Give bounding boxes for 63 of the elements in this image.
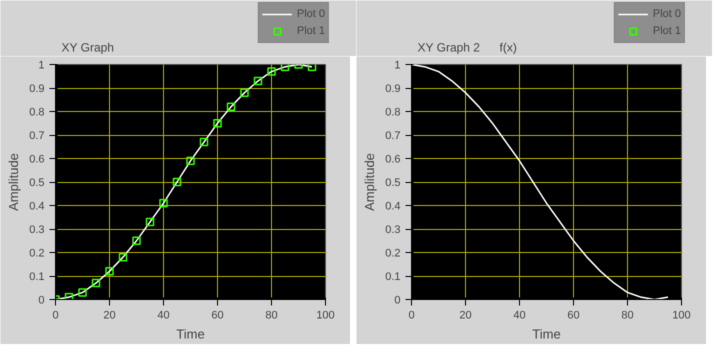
x-tick-label: 0 [52,310,59,322]
point [254,76,262,86]
point [64,292,74,300]
y-tick-label: 0.7 [29,130,45,142]
x-tick-label: 100 [672,310,691,322]
y-axis-title: Amplitude [6,153,22,211]
x-tick-label: 20 [103,310,116,322]
y-tick-label: 0.2 [29,248,45,260]
legend-label: Plot 1 [652,24,681,39]
y-tick-label: 0.8 [29,106,45,118]
point [308,64,316,72]
y-tick-label: 0.7 [385,130,401,142]
x-tick-label: 80 [265,310,278,322]
legend-label: Plot 1 [296,24,325,39]
y-tick-label: 0.3 [385,224,401,236]
y-tick-label: 0 [38,294,45,306]
legend-label: Plot 0 [652,7,681,22]
point [280,64,290,72]
point [118,252,128,262]
point [159,198,168,208]
x-tick-label: 20 [459,310,472,322]
point [172,178,182,186]
x-tick-label: 0 [408,310,415,322]
point [186,156,195,166]
y-tick-label: 0.8 [385,106,401,118]
y-tick-label: 0.1 [385,271,401,283]
y-tick-label: 0.9 [385,83,401,95]
x-tick-label: 60 [567,310,580,322]
point [267,67,276,76]
chart-title: XY Graph [62,40,114,54]
text: f(x) [500,40,517,54]
point [200,138,208,146]
point [226,102,236,112]
x-tick-label: 40 [157,310,170,322]
y-tick-label: 0.9 [29,83,45,95]
point [78,288,87,297]
point [92,278,100,288]
y-tick-label: 0.4 [385,200,401,212]
y-tick-label: 0.4 [29,200,45,212]
y-tick-label: 0.2 [385,248,401,260]
y-tick-label: 0 [394,294,401,306]
y-tick-label: 0.6 [385,154,401,166]
y-tick-label: 0.6 [29,154,45,166]
legend-label: Plot 0 [296,7,325,22]
point [213,119,222,128]
x-tick-label: 80 [621,310,634,322]
y-tick-label: 1 [38,60,45,72]
point [105,267,114,276]
x-tick-label: 60 [211,310,224,322]
y-tick-label: 0.5 [385,177,401,189]
point [132,236,141,245]
x-tick-label: 100 [316,310,335,322]
x-axis-title: Time [532,326,561,342]
y-tick-label: 0.3 [29,224,45,236]
y-axis-title: Amplitude [362,153,378,211]
y-tick-label: 0.1 [29,271,45,283]
x-axis-title: Time [176,326,205,342]
x-tick-label: 40 [513,310,526,322]
point [240,88,249,97]
y-tick-label: 0.5 [29,177,45,189]
chart-title: XY Graph 2 [418,40,480,54]
y-tick-label: 1 [394,60,401,72]
point [146,218,154,226]
